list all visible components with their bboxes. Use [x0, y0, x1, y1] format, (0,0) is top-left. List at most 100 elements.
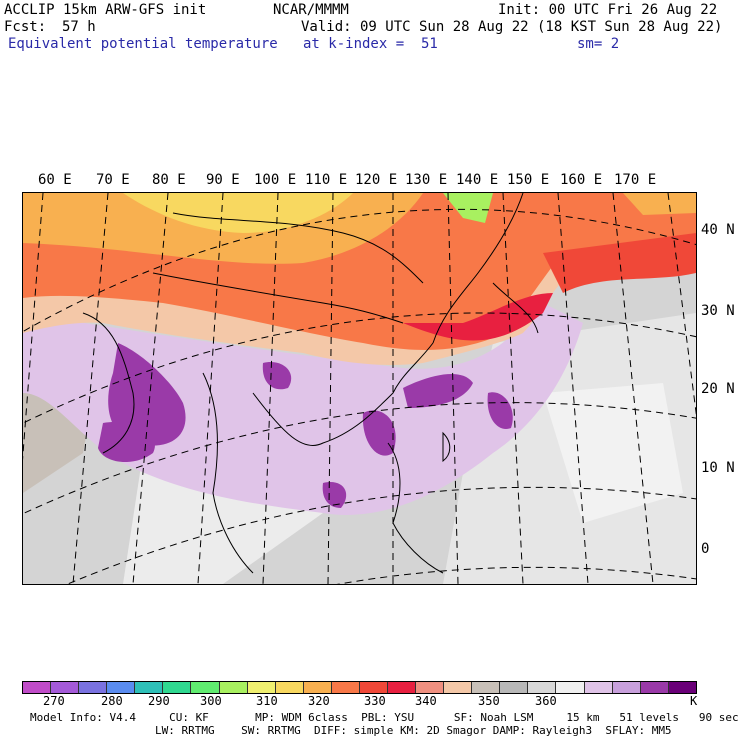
field-patch [403, 373, 473, 408]
colorbar-tick-label: 350 [478, 694, 500, 708]
colorbar-swatch [303, 682, 332, 693]
coastlines [82, 193, 539, 574]
grid-line [262, 193, 279, 584]
longitude-label: 170 E [614, 172, 657, 188]
colorbar-tick-label: 290 [148, 694, 170, 708]
colorbar-tick-label: 330 [364, 694, 386, 708]
longitude-label: 90 E [206, 172, 240, 188]
longitude-label: 110 E [305, 172, 348, 188]
border-line [152, 272, 404, 324]
valid-time: Valid: 09 UTC Sun 28 Aug 22 (18 KST Sun … [301, 19, 723, 35]
longitude-label: 140 E [456, 172, 499, 188]
field-patch [403, 293, 553, 341]
grid-line [72, 193, 109, 584]
footer-line-1: Model Info: V4.4 CU: KF MP: WDM 6class P… [30, 711, 739, 724]
grid-line [447, 193, 459, 584]
grid-line [667, 193, 696, 416]
grid-line [557, 193, 589, 584]
coastline [252, 342, 434, 447]
longitude-label: 60 E [38, 172, 72, 188]
colorbar-swatch [584, 682, 613, 693]
colorbar-swatch [359, 682, 389, 693]
field-patch [23, 303, 583, 515]
map-canvas [23, 193, 696, 584]
coastline [442, 431, 451, 463]
colorbar-swatch [668, 682, 696, 693]
colorbar-swatch [135, 682, 164, 693]
latitude-label: 0 [701, 541, 710, 557]
grid-line [23, 208, 696, 333]
field-patch [108, 343, 186, 446]
colorbar-swatch [388, 682, 417, 693]
longitude-label: 120 E [355, 172, 398, 188]
field-patch [123, 193, 353, 233]
colorbar-swatch [51, 682, 80, 693]
colorbar-tick-label: 270 [43, 694, 65, 708]
colorbar-swatch [247, 682, 276, 693]
colorbar-swatch [500, 682, 529, 693]
latitude-label: 20 N [701, 381, 735, 397]
colorbar-tick-label: 360 [535, 694, 557, 708]
grid-line [336, 566, 696, 584]
smooth-label: sm= 2 [577, 36, 620, 52]
colorbar-tick-label: 280 [101, 694, 123, 708]
colorbar-tick-label: K [690, 694, 698, 708]
latitude-label: 40 N [701, 222, 735, 238]
colorbar-swatch [612, 682, 641, 693]
grid-line [502, 193, 524, 584]
field-name: Equivalent potential temperature [8, 36, 278, 52]
colorbar-tick-label: 310 [256, 694, 278, 708]
colorbar-swatch [23, 682, 52, 693]
level-label: at k-index = 51 [303, 36, 438, 52]
grid-line [612, 193, 654, 584]
org-label: NCAR/MMMM [273, 2, 349, 18]
field-patch [543, 233, 696, 293]
longitude-label: 100 E [254, 172, 297, 188]
colorbar-swatch [416, 682, 445, 693]
longitude-label: 150 E [507, 172, 550, 188]
colorbar-swatch [163, 682, 192, 693]
latitude-label: 30 N [701, 303, 735, 319]
colorbar-swatch [275, 682, 304, 693]
longitude-label: 80 E [152, 172, 186, 188]
coastline [202, 372, 254, 574]
grid-line [23, 312, 696, 424]
grid-line [197, 193, 224, 584]
longitude-label: 160 E [560, 172, 603, 188]
fcst-value: 57 h [62, 19, 96, 35]
field-patch [443, 193, 493, 223]
model-title: ACCLIP 15km ARW-GFS init [4, 2, 207, 18]
colorbar-swatch [640, 682, 669, 693]
coastline [82, 312, 135, 454]
colorbar [22, 681, 697, 694]
field-patch [623, 193, 696, 215]
init-time: Init: 00 UTC Fri 26 Aug 22 [498, 2, 718, 18]
grid-line [23, 402, 696, 515]
theta-e-map [22, 192, 697, 585]
grid-line [66, 486, 696, 584]
coastline [387, 442, 444, 574]
grid-line [132, 193, 169, 584]
colorbar-swatch [191, 682, 220, 693]
footer-line-2: LW: RRTMG SW: RRTMG DIFF: simple KM: 2D … [155, 724, 672, 737]
coastline [492, 282, 539, 334]
colorbar-tick-label: 320 [308, 694, 330, 708]
latitude-label: 10 N [701, 460, 735, 476]
colorbar-tick-label: 300 [200, 694, 222, 708]
colorbar-swatch [107, 682, 136, 693]
longitude-label: 130 E [405, 172, 448, 188]
longitude-label: 70 E [96, 172, 130, 188]
field-patch [98, 422, 155, 463]
colorbar-swatch [556, 682, 585, 693]
colorbar-swatch [331, 682, 360, 693]
colorbar-swatch [472, 682, 501, 693]
grid-line [327, 193, 334, 584]
colorbar-swatch [528, 682, 557, 693]
grid-line [23, 193, 44, 461]
fcst-label: Fcst: [4, 19, 47, 35]
field-patch [262, 362, 292, 390]
colorbar-swatch [444, 682, 473, 693]
colorbar-swatch [79, 682, 108, 693]
colorbar-tick-label: 340 [415, 694, 437, 708]
coastline [432, 193, 524, 344]
